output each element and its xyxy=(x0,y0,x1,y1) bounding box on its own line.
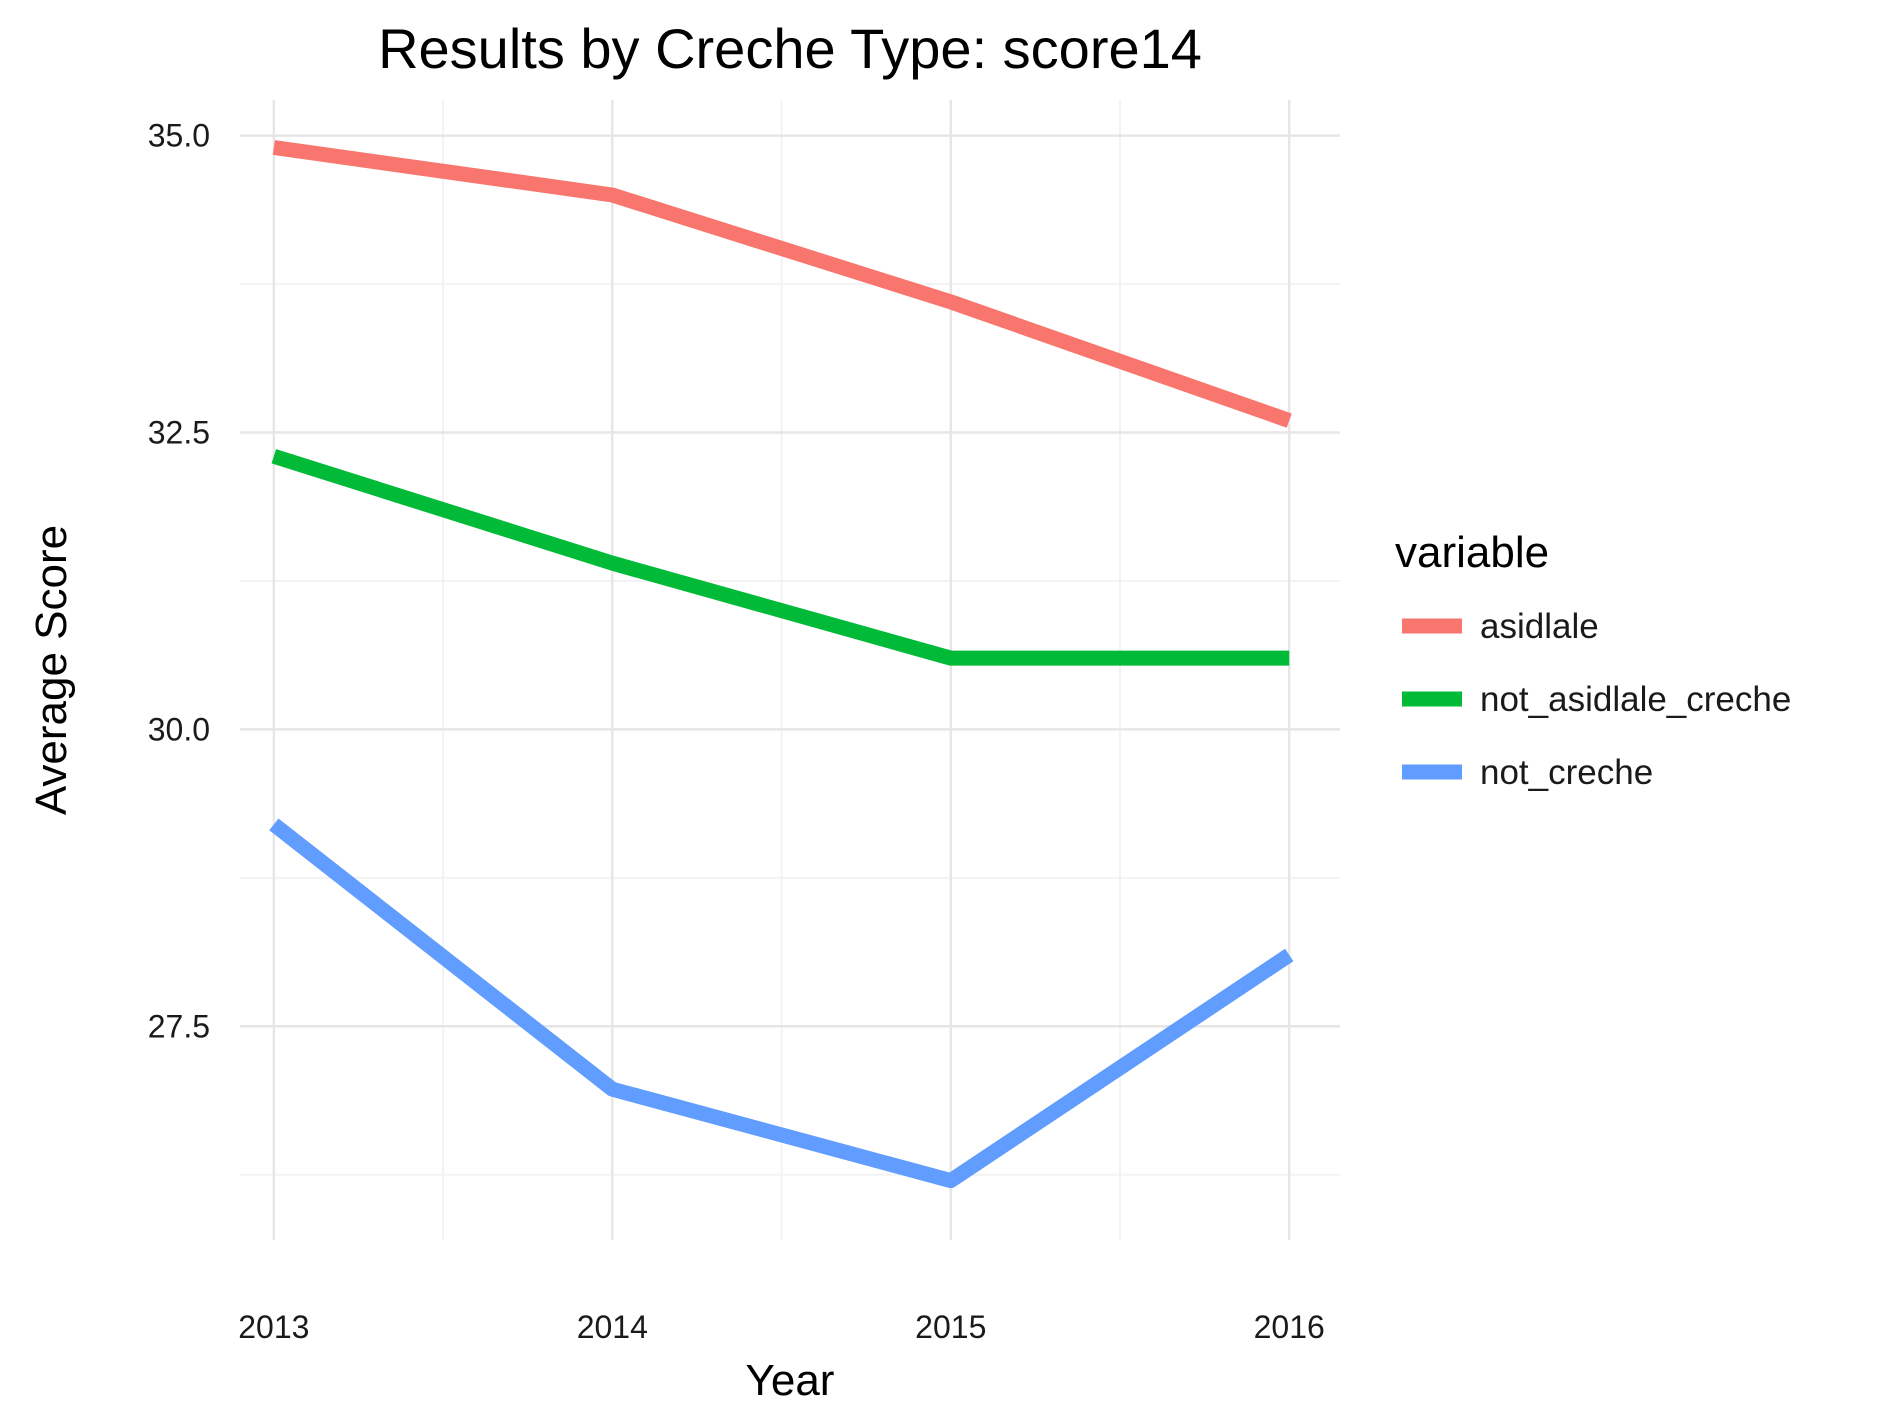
y-tick-label: 30.0 xyxy=(148,711,210,747)
y-tick-label: 35.0 xyxy=(148,118,210,154)
series-line-not_creche xyxy=(269,818,1294,1189)
y-tick-label: 27.5 xyxy=(148,1008,210,1044)
legend: variable asidlale not_asidlale_creche not_… xyxy=(1395,528,1791,792)
y-tick-label: 32.5 xyxy=(148,415,210,451)
x-tick-label: 2013 xyxy=(238,1309,309,1345)
series-line-not_asidlale_creche xyxy=(271,449,1290,666)
x-axis-title: Year xyxy=(746,1356,835,1405)
x-tick-label: 2016 xyxy=(1254,1309,1325,1345)
legend-label: not_asidlale_creche xyxy=(1480,680,1791,719)
legend-label: not_creche xyxy=(1480,753,1653,792)
chart-title: Results by Creche Type: score14 xyxy=(378,17,1202,80)
legend-label: asidlale xyxy=(1480,607,1599,646)
major-gridlines xyxy=(240,100,1340,1240)
legend-items: asidlale not_asidlale_creche not_creche xyxy=(1402,607,1791,792)
series-line-asidlale xyxy=(272,140,1292,428)
y-axis-title: Average Score xyxy=(27,525,76,815)
series-lines xyxy=(269,140,1294,1189)
x-axis-tick-labels: 2013 2014 2015 2016 xyxy=(238,1309,1325,1345)
x-tick-label: 2014 xyxy=(577,1309,648,1345)
minor-gridlines xyxy=(240,100,1340,1240)
y-axis-tick-labels: 27.5 30.0 32.5 35.0 xyxy=(148,118,210,1045)
legend-title: variable xyxy=(1395,528,1549,577)
x-tick-label: 2015 xyxy=(915,1309,986,1345)
